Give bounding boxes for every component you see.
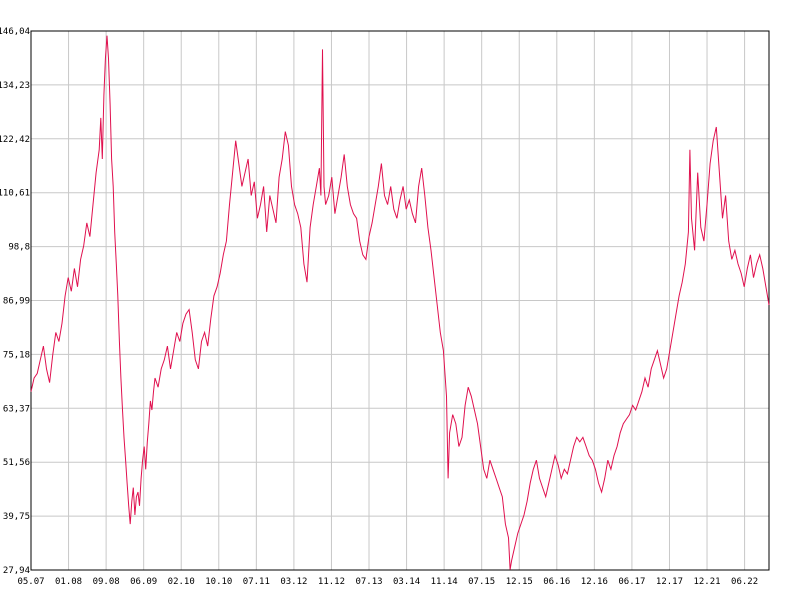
x-tick-label: 03.14 [393, 577, 420, 587]
y-tick-label: 122,42 [0, 135, 30, 145]
y-tick-label: 27,94 [3, 566, 30, 576]
y-tick-label: 134,23 [0, 81, 30, 91]
x-tick-label: 11.12 [318, 577, 345, 587]
x-axis-ticks: 05.07 01.08 09.08 06.09 02.10 10.10 07.11 03.12… [17, 577, 758, 587]
x-tick-label: 03.12 [280, 577, 307, 587]
y-tick-label: 86,99 [3, 297, 30, 307]
x-tick-label: 06.22 [731, 577, 758, 587]
x-tick-label: 10.10 [205, 577, 232, 587]
x-tick-label: 06.09 [130, 577, 157, 587]
x-tick-label: 01.08 [55, 577, 82, 587]
y-tick-label: 146,04 [0, 27, 30, 37]
x-tick-label: 12.15 [506, 577, 533, 587]
x-tick-label: 11.14 [431, 577, 458, 587]
y-axis-ticks: 27,94 39,75 51,56 63,37 75,18 86,99 98,8 110,61… [0, 27, 30, 576]
x-tick-label: 12.21 [693, 577, 720, 587]
y-tick-label: 98,8 [8, 243, 30, 253]
x-tick-label: 06.17 [618, 577, 645, 587]
y-tick-label: 63,37 [3, 404, 30, 414]
x-tick-label: 07.13 [355, 577, 382, 587]
x-tick-label: 05.07 [17, 577, 44, 587]
series-line [30, 35, 770, 570]
y-tick-label: 75,18 [3, 350, 30, 360]
x-tick-label: 07.11 [243, 577, 270, 587]
chart-grid [30, 30, 769, 571]
x-tick-label: 02.10 [168, 577, 195, 587]
x-tick-label: 06.16 [543, 577, 570, 587]
x-tick-label: 07.15 [468, 577, 495, 587]
x-tick-label: 09.08 [93, 577, 120, 587]
y-tick-label: 51,56 [3, 458, 30, 468]
x-tick-label: 12.16 [581, 577, 608, 587]
x-tick-label: 12.17 [656, 577, 683, 587]
y-tick-label: 110,61 [0, 189, 30, 199]
y-tick-label: 39,75 [3, 512, 30, 522]
plot-frame [30, 30, 770, 571]
